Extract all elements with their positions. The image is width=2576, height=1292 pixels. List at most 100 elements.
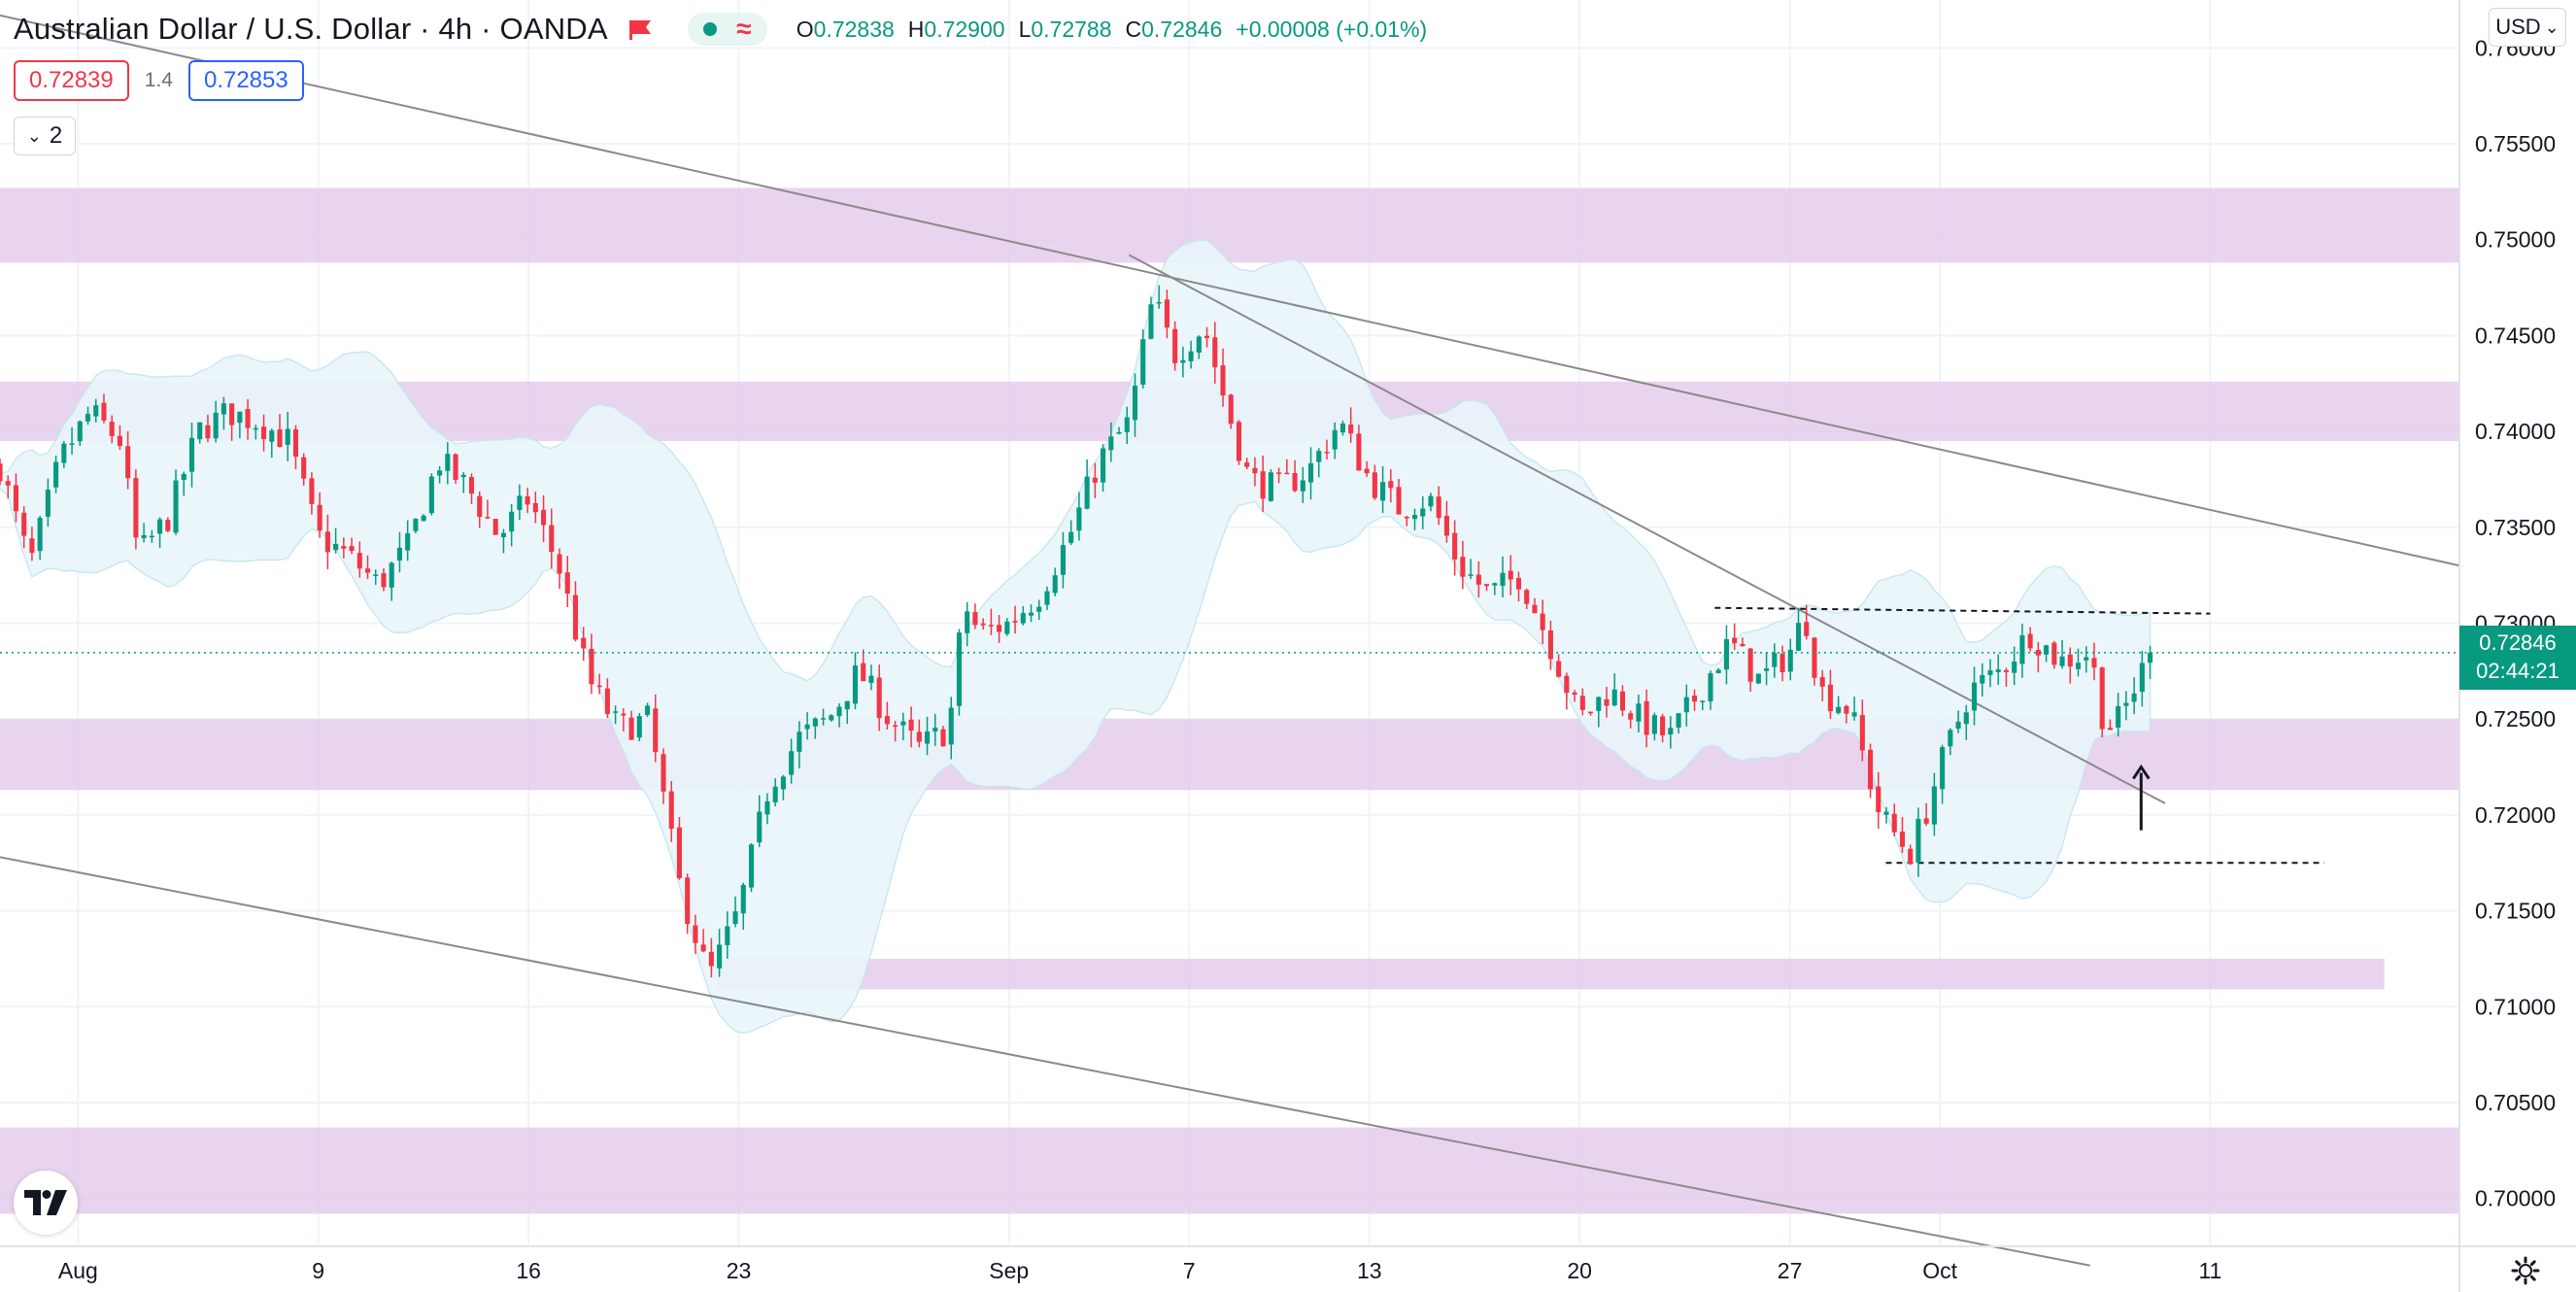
gear-icon[interactable]	[2506, 1251, 2545, 1290]
candle-body	[1156, 301, 1162, 304]
trendline	[1128, 254, 2166, 804]
candle-body	[668, 791, 674, 830]
candle-body	[1732, 637, 1738, 644]
candle-body	[1772, 653, 1778, 667]
x-tick-label: 9	[312, 1258, 324, 1283]
candle-body	[564, 572, 570, 595]
candle-body	[2107, 728, 2113, 731]
candle-body	[1204, 335, 1210, 339]
candle-body	[2051, 642, 2057, 665]
time-axis[interactable]: Aug 9 16 23 Sep 7 13 20 27 Oct 11	[58, 1258, 2221, 1283]
y-tick-label: 0.70000	[2475, 1186, 2556, 1211]
indicators-collapse-button[interactable]: ⌄ 2	[14, 117, 76, 155]
candle-body	[1955, 721, 1961, 729]
y-tick-label: 0.70500	[2475, 1090, 2556, 1115]
candle-body	[1076, 507, 1082, 531]
candle-body	[628, 717, 634, 740]
candle-body	[1564, 675, 1570, 694]
candle-body	[1348, 425, 1354, 434]
market-status-pill[interactable]: ≈	[687, 13, 767, 46]
candle-body	[1108, 436, 1114, 451]
candle-body	[965, 611, 970, 633]
candle-body	[324, 531, 330, 553]
candle-body	[1268, 472, 1273, 501]
flag-icon[interactable]	[627, 18, 653, 40]
candle-body	[852, 665, 859, 704]
chart-annotations	[0, 652, 2459, 831]
candle-body	[1787, 649, 1793, 672]
candle-body	[844, 700, 850, 710]
candle-body	[2148, 652, 2153, 663]
candle-body	[181, 473, 186, 480]
horizontal-level-line	[1714, 606, 2211, 615]
candle-body	[492, 519, 498, 535]
x-tick-label: 27	[1778, 1258, 1803, 1283]
candle-body	[1012, 621, 1018, 623]
candle-body	[876, 677, 882, 719]
x-tick-label: 16	[516, 1258, 541, 1283]
candle-body	[1068, 531, 1074, 543]
candle-body	[932, 728, 938, 732]
candle-body	[1908, 848, 1914, 865]
candle-body	[1596, 697, 1602, 711]
candle-body	[188, 437, 195, 472]
tradingview-logo-icon[interactable]	[14, 1171, 78, 1235]
currency-selector[interactable]: USD ⌄	[2489, 8, 2566, 47]
candle-body	[2123, 702, 2129, 706]
candle-body	[2084, 657, 2089, 661]
candle-body	[396, 547, 402, 561]
candle-body	[757, 811, 763, 843]
candle-body	[1827, 684, 1833, 712]
candle-body	[997, 625, 1002, 632]
buy-button[interactable]: 0.72853	[187, 60, 304, 101]
candle-body	[1676, 713, 1681, 729]
last-price: 0.72846	[2479, 630, 2557, 656]
candle-body	[644, 705, 651, 715]
candle-body	[940, 729, 946, 747]
y-tick-label: 0.74000	[2475, 419, 2556, 444]
candle-body	[908, 719, 914, 731]
candle-body	[1140, 339, 1146, 385]
candle-body	[1220, 365, 1226, 396]
y-tick-label: 0.71500	[2475, 899, 2556, 924]
bollinger-band-area	[0, 239, 2152, 1035]
candle-body	[1619, 691, 1626, 711]
candle-body	[1708, 673, 1713, 701]
candle-body	[2099, 667, 2105, 730]
candle-body	[1044, 591, 1050, 605]
candle-body	[1812, 637, 1817, 678]
candle-body	[1452, 532, 1458, 560]
candle-body	[1940, 746, 1946, 790]
candle-body	[1372, 472, 1377, 498]
candle-body	[1364, 468, 1370, 474]
trendlines[interactable]	[0, 14, 2460, 1267]
candle-body	[1995, 669, 2001, 672]
candle-body	[1124, 417, 1130, 432]
candle-body	[1060, 545, 1066, 575]
candle-body	[173, 480, 179, 533]
candle-body	[1795, 623, 1802, 651]
candle-body	[1611, 689, 1617, 706]
candle-body	[732, 911, 738, 925]
candle-body	[341, 546, 347, 549]
candle-body	[1180, 359, 1186, 363]
currency-label: USD	[2495, 15, 2541, 39]
candle-body	[1300, 480, 1305, 492]
candle-body	[317, 504, 322, 531]
price-axis[interactable]: 0.760000.755000.750000.745000.740000.735…	[2475, 35, 2556, 1210]
candle-body	[1420, 508, 1426, 517]
symbol-title[interactable]: Australian Dollar / U.S. Dollar · 4h · O…	[14, 12, 608, 46]
candle-body	[532, 502, 538, 513]
candle-body	[693, 925, 698, 943]
candle-body	[1475, 574, 1481, 585]
candle-body	[1963, 712, 1969, 725]
candle-body	[1779, 653, 1785, 672]
candle-body	[1532, 604, 1538, 614]
candle-body	[1980, 674, 1985, 684]
candle-body	[1587, 711, 1594, 714]
candle-body	[1436, 496, 1441, 519]
sell-button[interactable]: 0.72839	[14, 60, 129, 101]
candle-body	[364, 568, 371, 573]
candle-body	[1644, 700, 1649, 735]
